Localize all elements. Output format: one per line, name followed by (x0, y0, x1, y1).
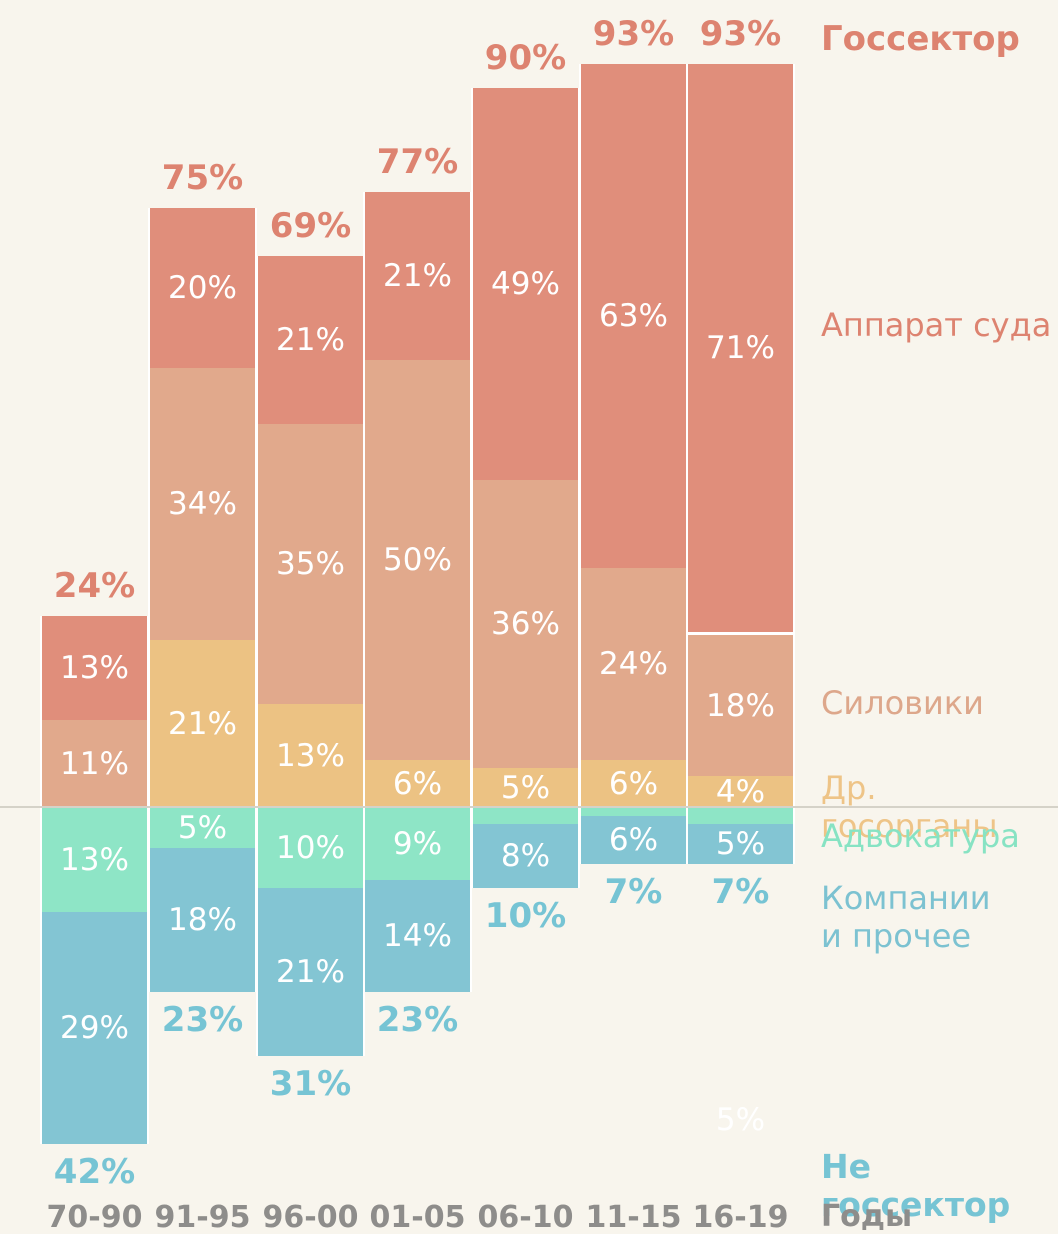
total-label-below: 23% (376, 1000, 459, 1040)
segment-companies-other: 6% (581, 816, 686, 864)
total-label-below: 42% (53, 1152, 136, 1192)
x-axis-label: 16-19 (692, 1200, 789, 1234)
total-label-below: 7% (711, 872, 770, 912)
segment-court-apparatus: 20% (150, 208, 255, 368)
total-label-below: 23% (161, 1000, 244, 1040)
segment-court-apparatus: 13% (42, 616, 147, 720)
total-label-above: 90% (484, 38, 567, 78)
segment-security-forces: 50% (365, 360, 470, 760)
segment-companies-other: 14% (365, 880, 470, 992)
segment-companies-other: 29% (42, 912, 147, 1144)
segment-advocacy: 10% (258, 808, 363, 888)
legend-security-forces: Силовики (821, 684, 984, 722)
legend-companies-other: Компании и прочее (821, 879, 991, 955)
segment-advocacy (581, 808, 686, 816)
total-label-above: 69% (269, 206, 352, 246)
segment-court-apparatus: 21% (258, 256, 363, 424)
segment-security-forces: 24% (581, 568, 686, 760)
total-label-above: 93% (592, 14, 675, 54)
segment-advocacy: 9% (365, 808, 470, 880)
segment-other-state-organs: 5% (473, 768, 578, 808)
segment-companies-other: 8% (473, 824, 578, 888)
legend-other-state-organs: Др. госорганы (821, 769, 998, 845)
x-axis-label: 91-95 (154, 1200, 251, 1234)
x-axis-title: Годы (821, 1199, 913, 1234)
segment-security-forces: 36% (473, 480, 578, 768)
segment-other-state-organs: 6% (365, 760, 470, 808)
x-axis-label: 01-05 (369, 1200, 466, 1234)
segment-companies-other: 18% (150, 848, 255, 992)
legend-state-sector-title: Госсектор (821, 19, 1020, 59)
segment-advocacy: 5% (150, 808, 255, 848)
segment-advocacy (473, 808, 578, 824)
segment-security-forces: 11% (42, 720, 147, 808)
x-axis-label: 96-00 (262, 1200, 359, 1234)
legend-non-state-sector-title: Не госсектор (821, 1147, 1011, 1224)
segment-advocacy: 13% (42, 808, 147, 912)
segment-security-forces: 34% (150, 368, 255, 640)
segment-other-state-organs: 4% (688, 774, 793, 810)
segment-other-state-organs: 21% (150, 640, 255, 808)
segment-companies-other: 21% (258, 888, 363, 1056)
total-label-below: 10% (484, 896, 567, 936)
legend-advocacy: Адвокатура (821, 817, 1020, 855)
zero-axis-line (0, 806, 1058, 808)
x-axis-label: 11-15 (585, 1200, 682, 1234)
segment-court-apparatus: 63% (581, 64, 686, 568)
total-label-above: 77% (376, 142, 459, 182)
legend-court-apparatus: Аппарат суда (821, 306, 1052, 344)
segment-security-forces: 18% (688, 632, 793, 776)
segment-other-state-organs: 6% (581, 760, 686, 808)
segment-advocacy (688, 808, 793, 824)
total-label-above: 75% (161, 158, 244, 198)
segment-court-apparatus: 49% (473, 88, 578, 480)
segment-companies-other: 5% (688, 824, 793, 864)
stray-percent-label: 5% (715, 1102, 766, 1138)
segment-other-state-organs: 13% (258, 704, 363, 808)
total-label-below: 31% (269, 1064, 352, 1104)
total-label-above: 24% (53, 566, 136, 606)
total-label-above: 93% (699, 14, 782, 54)
total-label-below: 7% (604, 872, 663, 912)
segment-court-apparatus: 21% (365, 192, 470, 360)
segment-security-forces: 35% (258, 424, 363, 704)
x-axis-label: 06-10 (477, 1200, 574, 1234)
segment-court-apparatus: 71% (688, 64, 793, 632)
x-axis-label: 70-90 (46, 1200, 143, 1234)
